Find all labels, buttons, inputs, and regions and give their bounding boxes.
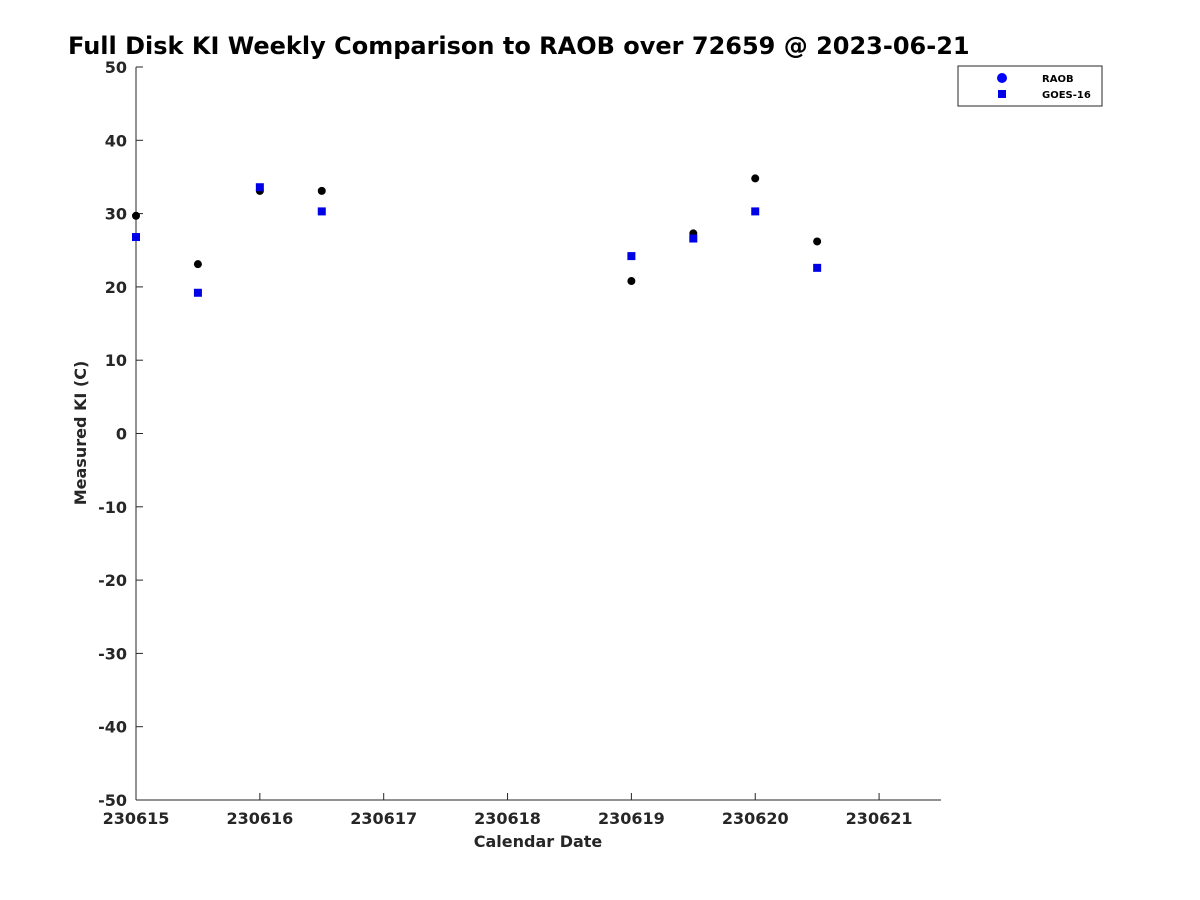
y-tick-label: 20 [105, 278, 127, 297]
chart-title: Full Disk KI Weekly Comparison to RAOB o… [68, 32, 970, 60]
y-axis-label: Measured KI (C) [71, 361, 90, 506]
y-tick-label: -50 [98, 791, 127, 810]
legend-marker-goes16 [998, 90, 1006, 98]
raob-point [751, 174, 760, 183]
axes: -50 -40 -30 -20 -10 0 10 20 30 40 50 230615 230616 23… [98, 58, 941, 828]
legend-label: RAOB [1042, 74, 1074, 85]
x-tick-label: 230615 [103, 809, 170, 828]
goes16-point [317, 207, 326, 216]
x-tick-label: 230618 [474, 809, 541, 828]
x-tick-label: 230620 [722, 809, 789, 828]
y-tick-label: 0 [116, 425, 127, 444]
goes16-point [193, 288, 202, 297]
data-points [132, 174, 822, 297]
y-tick-label: 50 [105, 58, 127, 77]
raob-point [813, 237, 822, 246]
raob-point [193, 260, 202, 269]
goes16-point [751, 207, 760, 216]
legend-label: GOES-16 [1042, 90, 1091, 101]
raob-point [317, 186, 326, 195]
y-tick-label: 10 [105, 351, 127, 370]
raob-point [132, 211, 140, 220]
y-tick-label: -30 [98, 644, 127, 663]
y-tick-label: -10 [98, 498, 127, 517]
y-tick-label: 40 [105, 131, 127, 150]
y-tick-label: -40 [98, 718, 127, 737]
goes16-point [689, 234, 698, 243]
x-tick-label: 230619 [598, 809, 665, 828]
goes16-point [255, 183, 264, 192]
x-tick-label: 230616 [226, 809, 293, 828]
x-axis-label: Calendar Date [474, 832, 603, 851]
raob-point [627, 277, 636, 286]
goes16-point [813, 263, 822, 272]
y-tick-label: -20 [98, 571, 127, 590]
legend-marker-raob [997, 73, 1007, 83]
goes16-point [627, 252, 636, 261]
x-tick-label: 230617 [350, 809, 417, 828]
x-tick-label: 230621 [846, 809, 913, 828]
y-tick-label: 30 [105, 205, 127, 224]
legend: RAOB GOES-16 [957, 65, 1103, 107]
legend-box [957, 65, 1103, 107]
goes16-point [132, 233, 140, 242]
